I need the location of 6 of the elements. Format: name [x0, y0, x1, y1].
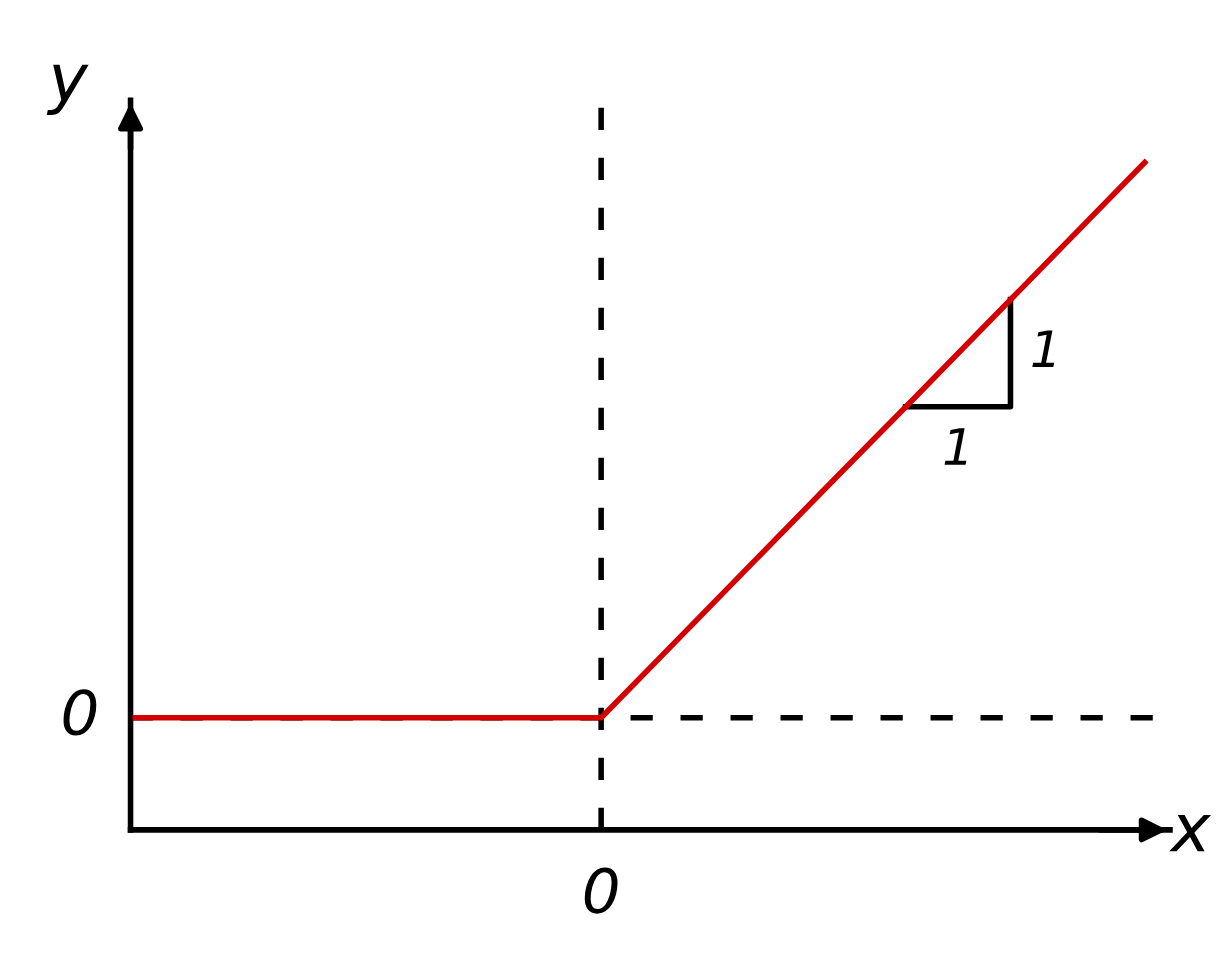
y-axis-title: y	[46, 64, 89, 115]
annotation: 1	[1032, 330, 1055, 367]
annotation: 1	[944, 428, 967, 465]
ref-line-label: 0	[63, 689, 97, 736]
text: 0	[584, 867, 618, 914]
x-axis-title: x	[1169, 814, 1212, 852]
